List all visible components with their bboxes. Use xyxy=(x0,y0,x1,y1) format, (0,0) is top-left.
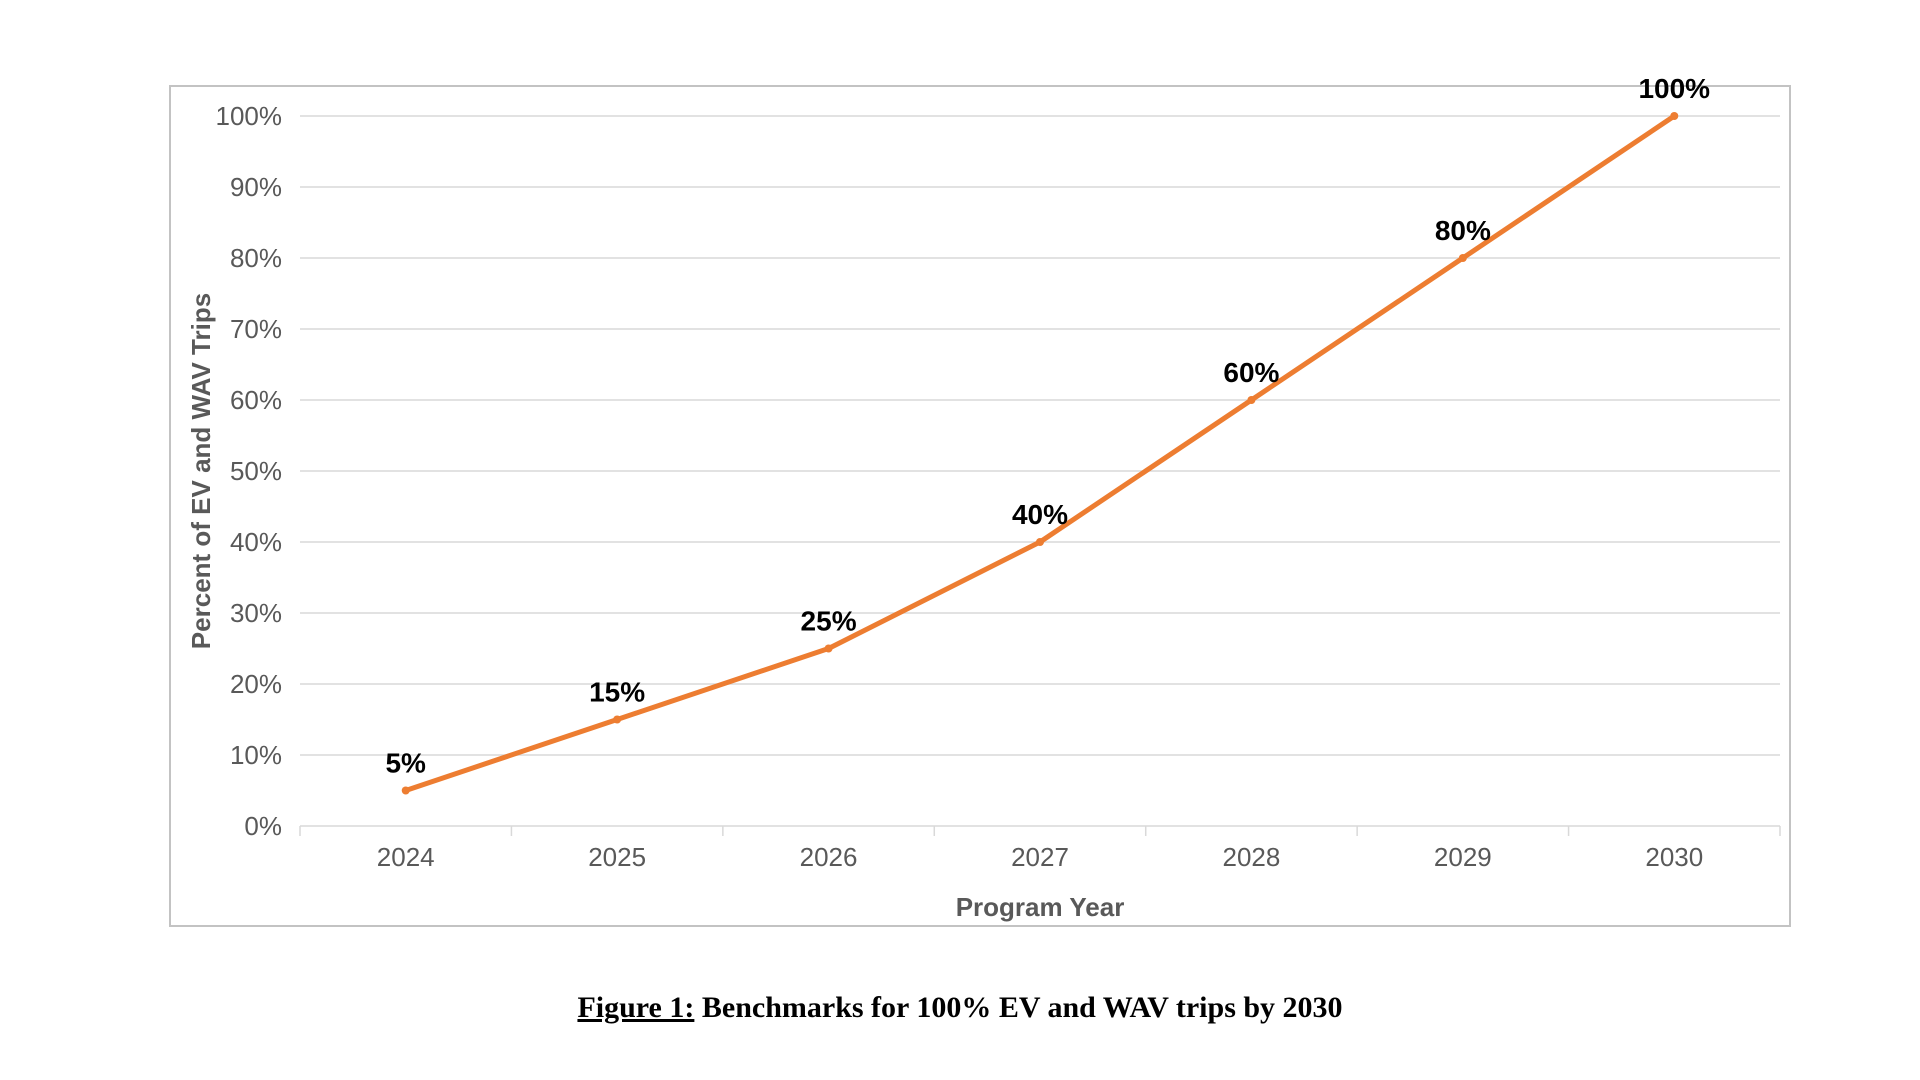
svg-text:80%: 80% xyxy=(230,243,282,273)
svg-text:2028: 2028 xyxy=(1223,842,1281,872)
svg-text:2029: 2029 xyxy=(1434,842,1492,872)
line-chart: 0% 10% 20% 30% 40% 50% 60% 70% 80% 90% 100% 2024 202… xyxy=(100,56,1820,956)
figure-caption: Figure 1: Benchmarks for 100% EV and WAV… xyxy=(577,991,1342,1025)
figure-text: Benchmarks for 100% EV and WAV trips by … xyxy=(694,991,1342,1024)
svg-text:2027: 2027 xyxy=(1011,842,1069,872)
svg-text:10%: 10% xyxy=(230,740,282,770)
svg-text:0%: 0% xyxy=(244,811,282,841)
svg-text:60%: 60% xyxy=(230,385,282,415)
svg-text:15%: 15% xyxy=(589,676,645,707)
svg-text:2024: 2024 xyxy=(377,842,435,872)
svg-text:70%: 70% xyxy=(230,314,282,344)
svg-text:40%: 40% xyxy=(1012,499,1068,530)
svg-text:100%: 100% xyxy=(1638,73,1710,104)
svg-text:2026: 2026 xyxy=(800,842,858,872)
svg-text:30%: 30% xyxy=(230,598,282,628)
svg-text:Percent of EV and WAV Trips: Percent of EV and WAV Trips xyxy=(186,292,216,648)
svg-text:80%: 80% xyxy=(1435,215,1491,246)
figure-label: Figure 1: xyxy=(577,991,694,1024)
svg-text:20%: 20% xyxy=(230,669,282,699)
svg-text:50%: 50% xyxy=(230,456,282,486)
svg-text:60%: 60% xyxy=(1223,357,1279,388)
svg-text:2025: 2025 xyxy=(588,842,646,872)
svg-text:5%: 5% xyxy=(385,747,426,778)
svg-text:90%: 90% xyxy=(230,172,282,202)
chart-container: 0% 10% 20% 30% 40% 50% 60% 70% 80% 90% 100% 2024 202… xyxy=(100,56,1820,961)
svg-text:Program Year: Program Year xyxy=(956,892,1125,922)
svg-text:40%: 40% xyxy=(230,527,282,557)
svg-text:2030: 2030 xyxy=(1645,842,1703,872)
svg-text:25%: 25% xyxy=(801,605,857,636)
svg-text:100%: 100% xyxy=(216,101,283,131)
